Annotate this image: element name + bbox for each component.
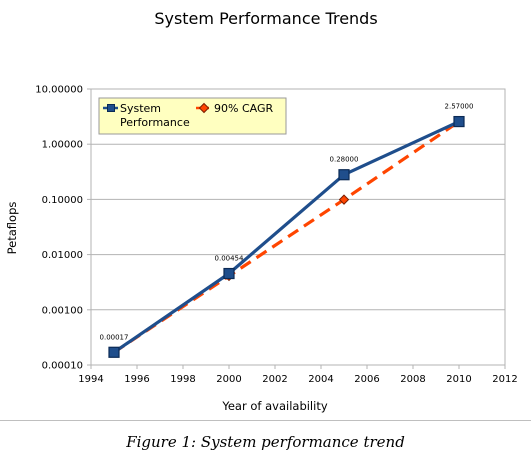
legend-box — [98, 97, 287, 135]
data-point-system-performance — [338, 169, 350, 181]
series-line-system-performance — [113, 120, 460, 354]
legend-label-system-2: Performance — [120, 116, 190, 129]
legend-label-cagr: 90% CAGR — [214, 102, 273, 115]
y-tick-label: 1.00000 — [42, 140, 83, 151]
legend: System Performance 90% CAGR — [98, 97, 287, 135]
x-tick-label: 1996 — [124, 374, 149, 385]
chart: System Performance Trends 0.00010 0.00100… — [5, 9, 518, 413]
x-tick-label: 2006 — [354, 374, 379, 385]
data-point-system-performance — [108, 346, 120, 358]
x-axis: 1994 1996 1998 2000 2002 2004 2006 2008 2010 2012 — [78, 365, 518, 385]
series-layer: 0.00017 0.00454 0.28000 2.57000 — [100, 103, 474, 358]
y-axis: 0.00010 0.00100 0.01000 0.10000 1.00000 10.00… — [35, 85, 91, 372]
legend-label-system: System — [120, 102, 161, 115]
x-axis-title: Year of availability — [221, 399, 327, 413]
x-tick-label: 2008 — [400, 374, 425, 385]
x-tick-label: 2000 — [216, 374, 241, 385]
legend-marker-cagr — [198, 102, 210, 114]
chart-title: System Performance Trends — [154, 9, 377, 28]
y-tick-label: 10.00000 — [35, 85, 83, 96]
data-label: 2.57000 — [445, 103, 474, 111]
x-tick-label: 2012 — [492, 374, 517, 385]
x-tick-label: 1998 — [170, 374, 195, 385]
y-tick-label: 0.01000 — [42, 250, 83, 261]
y-tick-label: 0.00010 — [42, 361, 83, 372]
data-point-system-performance — [453, 115, 465, 128]
y-tick-label: 0.00100 — [42, 305, 83, 316]
x-tick-label: 2004 — [308, 374, 333, 385]
data-label: 0.00017 — [100, 333, 129, 341]
x-tick-label: 1994 — [78, 374, 103, 385]
plot-frame — [90, 88, 506, 366]
x-tick-label: 2010 — [446, 374, 471, 385]
legend-marker-system — [107, 104, 115, 112]
y-tick-label: 0.10000 — [42, 195, 83, 206]
series-line-cagr — [113, 120, 460, 354]
caption-divider — [0, 420, 531, 421]
data-label: 0.28000 — [330, 156, 359, 164]
data-label: 0.00454 — [215, 255, 244, 263]
data-point-system-performance — [223, 267, 235, 280]
x-tick-label: 2002 — [262, 374, 287, 385]
y-axis-title: Petaflops — [5, 202, 19, 255]
data-point-cagr — [338, 194, 350, 205]
figure-caption: Figure 1: System performance trend — [126, 433, 405, 451]
